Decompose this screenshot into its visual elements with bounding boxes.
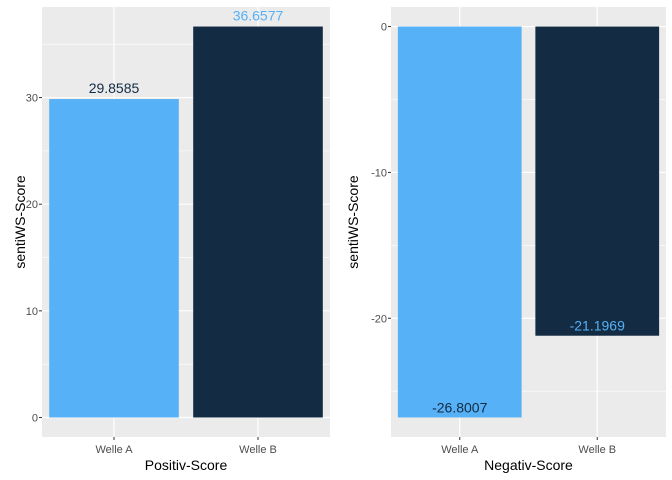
bar-value-label: 36.6577 (233, 8, 284, 24)
y-tick-label: -10 (371, 167, 387, 179)
y-tick-label: -20 (371, 313, 387, 325)
bar-welle-b (535, 26, 660, 336)
x-tick-label: Welle A (441, 444, 479, 456)
bar-value-label: -21.1969 (570, 318, 625, 334)
bar-value-label: 29.8585 (89, 80, 140, 96)
bar-value-label: -26.8007 (432, 399, 487, 415)
y-tick-label: 30 (26, 93, 38, 105)
y-tick-label: 10 (26, 306, 38, 318)
bar-welle-a (397, 26, 522, 418)
positiv-score-panel: 29.8585 36.6577 0 10 20 30 Welle A Welle B Posit… (12, 7, 330, 473)
negativ-score-panel: -26.8007 -21.1969 -20 -10 0 Welle A Welle B Neg… (345, 7, 666, 473)
x-tick-label: Welle B (578, 444, 616, 456)
y-axis-title: sentiWS-Score (12, 175, 28, 269)
y-axis-title: sentiWS-Score (345, 175, 361, 269)
bar-welle-b (193, 26, 323, 418)
x-axis-title: Negativ-Score (484, 457, 573, 473)
y-tick-label: 0 (32, 412, 38, 424)
bar-welle-a (49, 99, 179, 418)
x-tick-label: Welle A (95, 444, 133, 456)
y-tick-label: 20 (26, 199, 38, 211)
x-tick-label: Welle B (239, 444, 277, 456)
x-axis-title: Positiv-Score (145, 457, 228, 473)
y-tick-label: 0 (381, 22, 387, 34)
